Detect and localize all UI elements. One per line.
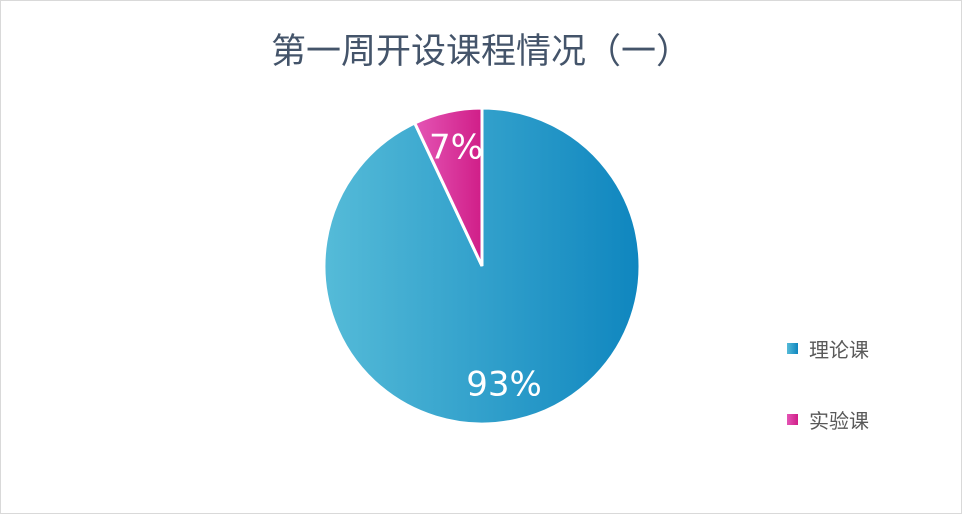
pie-slice-1 bbox=[412, 106, 484, 267]
legend-label: 实验课 bbox=[809, 409, 869, 433]
legend-item-theory: 理论课 bbox=[787, 334, 869, 363]
data-label: 7% bbox=[429, 128, 483, 168]
legend-item-lab: 实验课 bbox=[787, 405, 869, 434]
legend-swatch bbox=[787, 414, 798, 425]
chart-title: 第一周开设课程情况（一） bbox=[270, 32, 691, 72]
legend-swatch bbox=[787, 343, 798, 354]
data-label: 93% bbox=[466, 365, 542, 405]
legend-label: 理论课 bbox=[809, 338, 869, 362]
